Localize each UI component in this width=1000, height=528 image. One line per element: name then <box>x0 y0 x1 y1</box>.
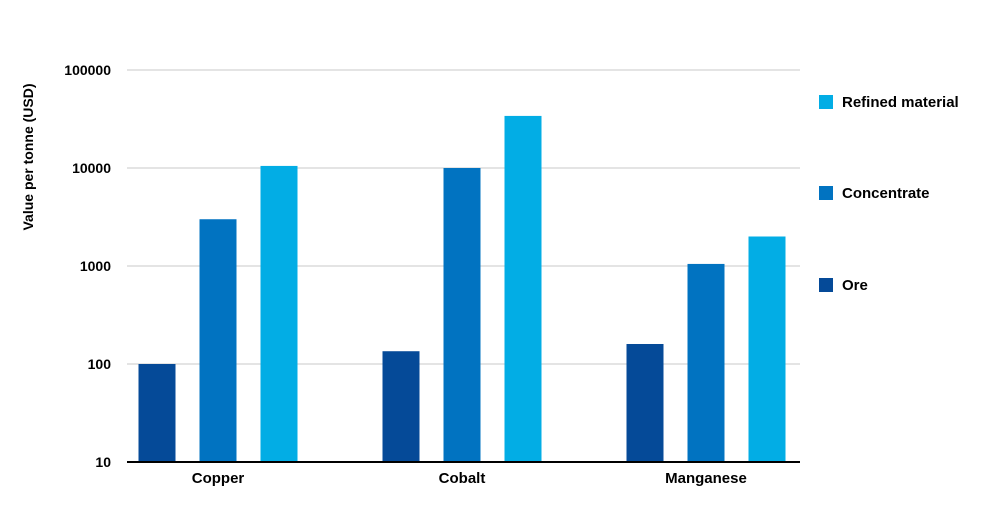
bar-ore-cobalt <box>382 351 420 462</box>
bar-refined-material-manganese <box>748 236 786 462</box>
bar-ore-copper <box>138 364 176 462</box>
legend: Refined material Concentrate Ore <box>819 94 959 294</box>
x-tick-label: Cobalt <box>439 470 486 487</box>
legend-swatch <box>819 95 833 109</box>
bars <box>138 115 786 462</box>
y-tick-label: 10000 <box>72 160 111 176</box>
legend-swatch <box>819 186 833 200</box>
y-tick-label: 100 <box>88 356 112 372</box>
bar-refined-material-copper <box>260 165 298 462</box>
legend-swatch <box>819 278 833 292</box>
bar-concentrate-copper <box>199 219 237 462</box>
legend-label: Refined material <box>842 94 959 111</box>
y-tick-label: 100000 <box>64 62 111 78</box>
bar-concentrate-manganese <box>687 263 725 462</box>
legend-label: Concentrate <box>842 185 930 202</box>
y-tick-labels: 10 100 1000 10000 100000 <box>64 62 111 470</box>
y-axis-label: Value per tonne (USD) <box>20 83 36 230</box>
y-tick-label: 1000 <box>80 258 111 274</box>
legend-label: Ore <box>842 277 868 294</box>
x-tick-label: Copper <box>192 470 245 487</box>
bar-ore-manganese <box>626 343 664 462</box>
x-tick-labels: Copper Cobalt Manganese <box>192 470 747 487</box>
bar-concentrate-cobalt <box>443 168 481 462</box>
bar-refined-material-cobalt <box>504 115 542 462</box>
y-tick-label: 10 <box>95 454 111 470</box>
x-tick-label: Manganese <box>665 470 747 487</box>
